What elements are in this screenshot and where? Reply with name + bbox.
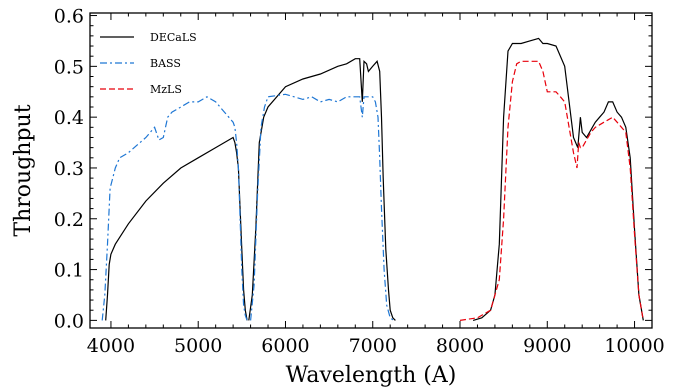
y-tick-label: 0.6 xyxy=(54,6,84,28)
y-tick-label: 0.3 xyxy=(54,158,84,180)
x-tick-label: 6000 xyxy=(261,335,309,357)
axis-ticks: 4000 5000 6000 7000 8000 9000 10000 0.0 0.1 0.2 0.… xyxy=(54,6,665,357)
legend-label-decals: DECaLS xyxy=(150,31,197,44)
series-curves xyxy=(101,37,644,321)
series-bass-band-1 xyxy=(101,96,248,321)
legend-label-bass: BASS xyxy=(150,57,181,70)
y-axis-label: Throughput xyxy=(11,104,36,236)
y-tick-label: 0.1 xyxy=(54,260,84,282)
legend: DECaLS BASS MzLS xyxy=(100,31,197,96)
x-tick-label: 4000 xyxy=(87,335,135,357)
x-tick-label: 9000 xyxy=(523,335,571,357)
x-tick-label: 5000 xyxy=(174,335,222,357)
plot-frame xyxy=(89,12,653,329)
y-tick-label: 0.0 xyxy=(54,310,84,332)
x-tick-label: 7000 xyxy=(349,335,397,357)
y-tick-label: 0.2 xyxy=(54,209,84,231)
series-bass-band-2 xyxy=(250,93,395,321)
y-tick-label: 0.4 xyxy=(54,107,84,129)
x-axis-label: Wavelength (A) xyxy=(286,363,457,388)
legend-label-mzls: MzLS xyxy=(150,83,182,96)
series-decals-band-1 xyxy=(105,136,248,321)
series-decals-band-2 xyxy=(248,58,396,321)
series-decals-band-3 xyxy=(472,37,644,321)
y-tick-label: 0.5 xyxy=(54,56,84,78)
series-mzls-band-1 xyxy=(459,60,644,321)
x-tick-label: 10000 xyxy=(604,335,664,357)
x-tick-label: 8000 xyxy=(436,335,484,357)
